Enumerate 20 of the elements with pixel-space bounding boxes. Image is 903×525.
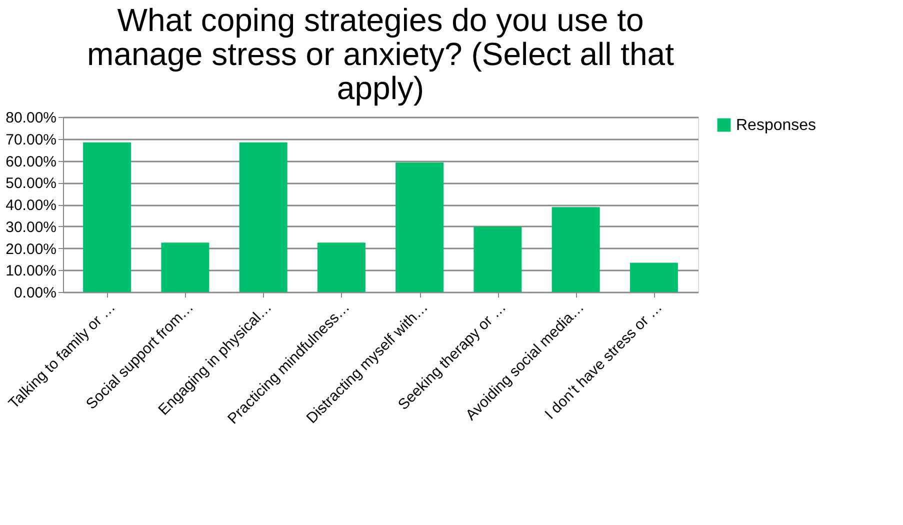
bar [552, 207, 600, 292]
bar [239, 142, 288, 292]
y-tick-label: 70.00% [6, 131, 56, 148]
y-tick-label: 80.00% [6, 110, 56, 126]
text: What coping strategies do you use to [117, 2, 644, 38]
y-tick-label: 30.00% [6, 218, 56, 236]
y-tick-label: 10.00% [6, 262, 56, 280]
bar [474, 226, 522, 292]
bar [396, 162, 444, 292]
y-tick-label: 60.00% [6, 153, 56, 170]
y-tick-label: 20.00% [6, 240, 56, 258]
bar [83, 142, 132, 292]
bar [317, 242, 366, 292]
y-tick-label: 50.00% [6, 175, 56, 192]
y-tick-label: 40.00% [6, 197, 56, 214]
bar [630, 262, 678, 292]
legend-label: Responses [736, 117, 816, 134]
y-tick-label: 0.00% [14, 284, 56, 302]
text: apply) [336, 70, 424, 106]
bar [161, 242, 210, 292]
